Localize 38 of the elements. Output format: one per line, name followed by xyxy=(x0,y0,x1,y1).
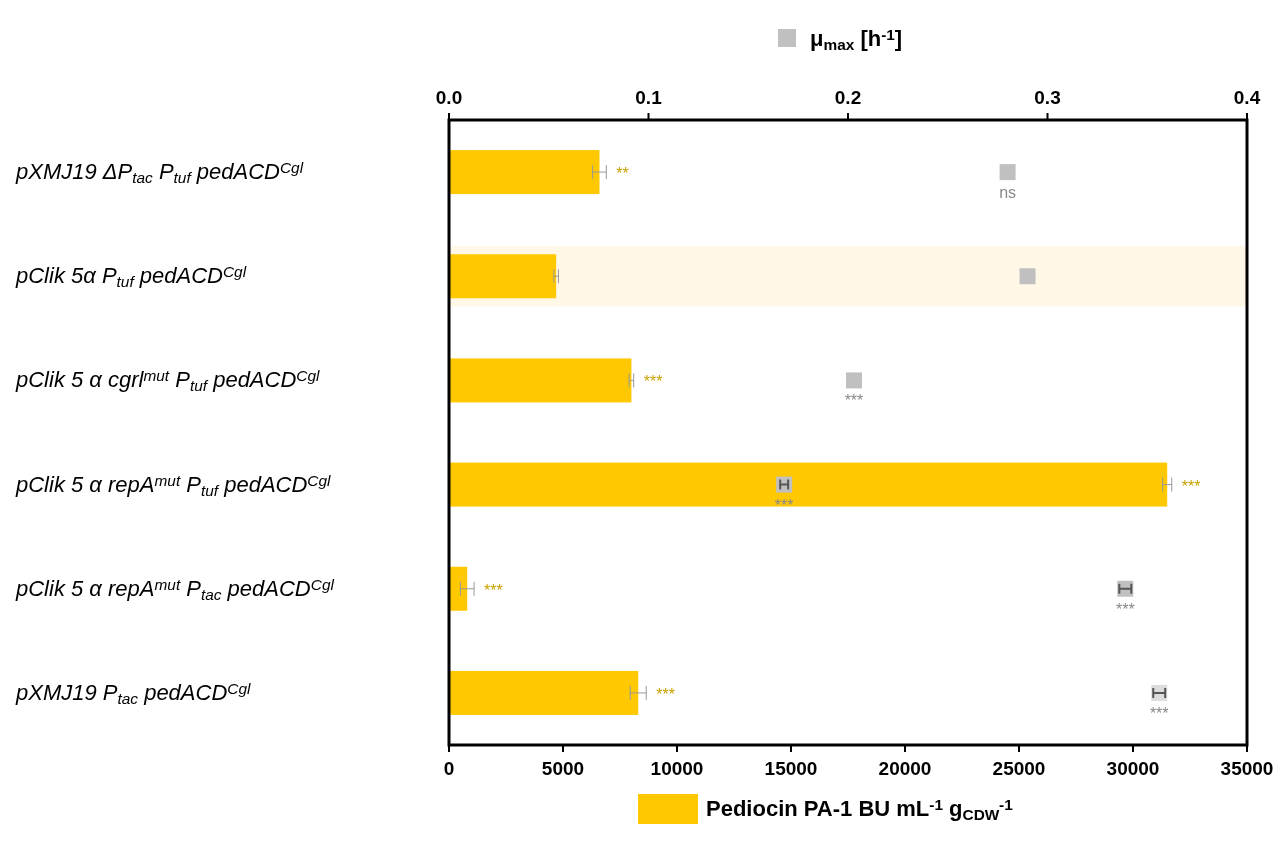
x2-tick-label: 0.1 xyxy=(635,87,663,108)
point xyxy=(1019,268,1036,285)
x-tick-label: 30000 xyxy=(1106,758,1160,779)
y-tick-label: pClik 5 α repA$^{mut}$ P$_{tac}$ pedACD$^{Cgl}$ xyxy=(15,575,335,603)
y-tick-label: pClik 5α P$_{tuf}$ pedACD$^{Cgl}$ xyxy=(15,263,247,290)
data-label: *** xyxy=(1115,600,1135,618)
y-tick-label: pClik 5 α cgrl$^{mut}$ P$_{tuf}$ pedACD$^{Cgl}$ xyxy=(15,367,320,395)
x-tick-label: 5000 xyxy=(541,758,585,779)
point xyxy=(999,164,1016,181)
bar xyxy=(449,462,1168,507)
legend-label: μ$_{max}$ [h$^{-1}$] xyxy=(810,26,903,53)
x-tick-label: 25000 xyxy=(992,758,1046,779)
y-tick-label: pClik 5 α repA$^{mut}$ P$_{tuf}$ pedACD$^{Cgl}$ xyxy=(15,471,332,499)
data-label: *** xyxy=(643,373,663,391)
x-tick-label: 20000 xyxy=(878,758,932,779)
x2-tick-label: 0.4 xyxy=(1233,87,1261,108)
x2-tick-label: 0.3 xyxy=(1034,87,1061,108)
data-label: *** xyxy=(1181,477,1201,495)
x-tick-label: 10000 xyxy=(650,758,704,779)
data-label: ns xyxy=(999,184,1017,202)
point xyxy=(845,372,862,389)
y-tick-label: pXMJ19 ΔP$_{tac}$ P$_{tuf}$ pedACD$^{Cgl}$ xyxy=(15,159,304,186)
bar xyxy=(449,358,632,403)
data-label: ** xyxy=(616,165,629,183)
data-label: *** xyxy=(656,685,675,703)
x2-tick-label: 0.2 xyxy=(834,87,862,108)
x-tick-label: 35000 xyxy=(1220,758,1274,779)
data-label: *** xyxy=(774,496,794,514)
data-label: *** xyxy=(1149,704,1169,722)
data-label: *** xyxy=(844,392,864,410)
bar xyxy=(449,150,600,195)
x-tick-label: 15000 xyxy=(764,758,818,779)
data-label: *** xyxy=(484,581,503,599)
y-tick-label: pXMJ19 P$_{tac}$ pedACD$^{Cgl}$ xyxy=(15,679,251,707)
x2-tick-label: 0.0 xyxy=(435,87,463,108)
x-tick-label: 0 xyxy=(443,758,455,779)
bar xyxy=(449,254,557,299)
bar xyxy=(449,670,639,715)
